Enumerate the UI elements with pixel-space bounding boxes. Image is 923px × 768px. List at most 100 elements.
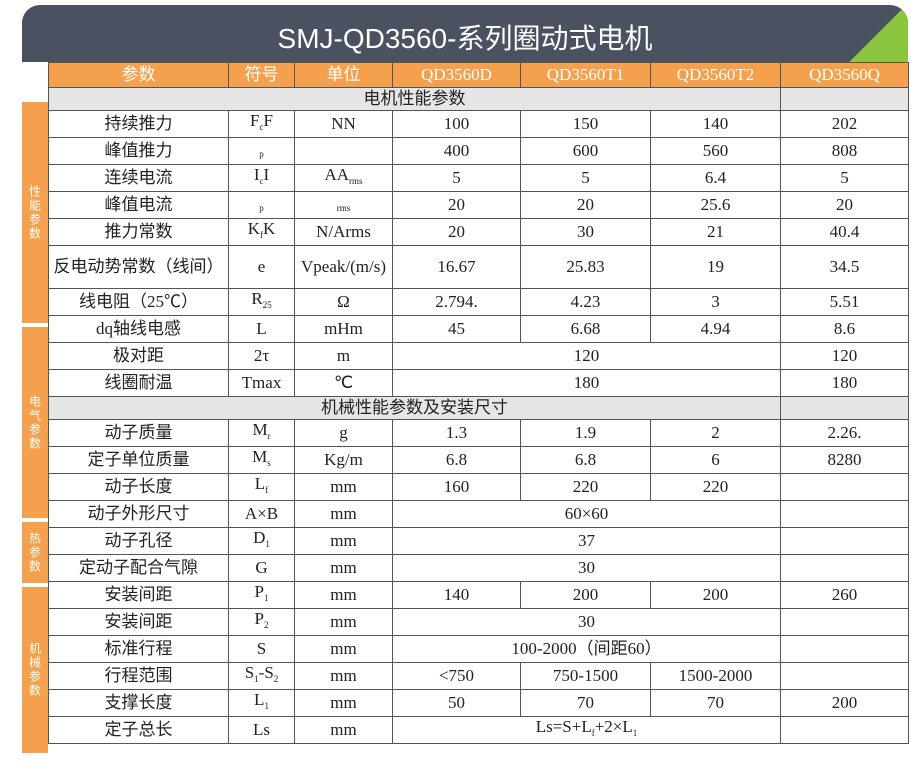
data-row: 动子外形尺寸 A×B mm 60×60 — [48, 500, 909, 528]
value: 20 — [780, 191, 909, 219]
value: 140 — [392, 581, 521, 609]
unit: AArms — [294, 164, 393, 192]
param-name: 标准行程 — [48, 635, 229, 663]
data-row: 定子总长 Ls mm Ls=S+Lf+2×L1 — [48, 716, 909, 744]
text-part: F — [263, 111, 273, 130]
value: 1.9 — [520, 419, 651, 447]
text-part: I — [253, 165, 260, 184]
value — [780, 635, 909, 663]
param-name: 动子质量 — [48, 419, 229, 447]
symbol: P2 — [228, 608, 295, 636]
param-name: 定子单位质量 — [48, 446, 229, 474]
data-row: 定子单位质量 Ms Kg/m 6.8 6.8 6 8280 — [48, 446, 909, 474]
text-part: L — [254, 474, 266, 493]
column-header: QD3560Q — [780, 62, 909, 88]
param-name: 动子外形尺寸 — [48, 500, 229, 528]
symbol: Mr — [228, 419, 295, 447]
param-name: 线电阻（25℃） — [48, 288, 229, 316]
param-name: 连续电流 — [48, 164, 229, 192]
symbol: 2τ — [228, 342, 295, 370]
unit: g — [294, 419, 393, 447]
side-label: 热参数 — [22, 522, 48, 583]
value: 70 — [520, 689, 651, 717]
symbol: KfK — [228, 218, 295, 246]
unit: mm — [294, 473, 393, 501]
text-part: P — [254, 609, 264, 628]
title: SMJ-QD3560-系列圈动式电机 — [277, 23, 653, 54]
param-name: 持续推力 — [48, 110, 229, 138]
value: 750-1500 — [520, 662, 651, 690]
unit: N/Arms — [294, 218, 393, 246]
text-part: K — [263, 219, 276, 238]
value: 8.6 — [780, 315, 909, 343]
value — [780, 662, 909, 690]
value: 600 — [520, 137, 651, 165]
symbol: Lf — [228, 473, 295, 501]
param-name: 安装间距 — [48, 608, 229, 636]
symbol: Tmax — [228, 369, 295, 397]
text-part: P — [254, 582, 264, 601]
unit: Vpeak/(m/s) — [294, 245, 393, 289]
subscript: p — [259, 149, 264, 159]
data-row: 动子长度 Lf mm 160 220 220 — [48, 473, 909, 501]
value: 6 — [650, 446, 781, 474]
value: 100-2000（间距60） — [392, 635, 781, 663]
value: 120 — [780, 342, 909, 370]
text-part: -S — [258, 663, 274, 682]
value — [780, 500, 909, 528]
symbol: L — [228, 315, 295, 343]
value: 2.794. — [392, 288, 521, 316]
data-row: 反电动势常数（线间） e Vpeak/(m/s) 16.67 25.83 19 34.5 — [48, 245, 909, 289]
data-row: 推力常数 KfK N/Arms 20 30 21 40.4 — [48, 218, 909, 246]
value: 200 — [520, 581, 651, 609]
symbol: P1 — [228, 581, 295, 609]
value: 16.67 — [392, 245, 521, 289]
unit: mHm — [294, 315, 393, 343]
section-row: 机械性能参数及安装尺寸 — [48, 396, 909, 420]
data-row: 行程范围 S1-S2 mm <750 750-1500 1500-2000 — [48, 662, 909, 690]
value: 6.68 — [520, 315, 651, 343]
value: 40.4 — [780, 218, 909, 246]
value: 5.51 — [780, 288, 909, 316]
param-name: 支撑长度 — [48, 689, 229, 717]
value: 45 — [392, 315, 521, 343]
unit: ℃ — [294, 369, 393, 397]
symbol: G — [228, 554, 295, 582]
value: 808 — [780, 137, 909, 165]
value: 200 — [780, 689, 909, 717]
unit: mm — [294, 689, 393, 717]
subscript: s — [267, 458, 271, 468]
value: 150 — [520, 110, 651, 138]
side-label: 电气参数 — [22, 327, 48, 518]
value: 400 — [392, 137, 521, 165]
param-name: 峰值推力 — [48, 137, 229, 165]
unit: mm — [294, 554, 393, 582]
data-row: 持续推力 FcF NN 100 150 140 202 — [48, 110, 909, 138]
param-name: 峰值电流 — [48, 191, 229, 219]
value: 220 — [650, 473, 781, 501]
symbol: L1 — [228, 689, 295, 717]
symbol: IcI — [228, 164, 295, 192]
symbol: e — [228, 245, 295, 289]
value: 20 — [392, 218, 521, 246]
text-part: AA — [324, 165, 350, 184]
subscript: 2 — [263, 620, 269, 630]
data-row: 极对距 2τ m 120 120 — [48, 342, 909, 370]
symbol: R25 — [228, 288, 295, 316]
subscript: r — [267, 431, 271, 441]
value: 1.3 — [392, 419, 521, 447]
text-part: Ls=S+L — [535, 717, 592, 736]
subscript: rms — [336, 203, 351, 213]
value: 6.8 — [392, 446, 521, 474]
subscript: f — [591, 728, 595, 738]
unit: mm — [294, 608, 393, 636]
column-header: 符号 — [228, 62, 295, 88]
unit: NN — [294, 110, 393, 138]
data-row: 线电阻（25℃） R25 Ω 2.794. 4.23 3 5.51 — [48, 288, 909, 316]
unit: Kg/m — [294, 446, 393, 474]
value: 30 — [392, 554, 781, 582]
value: 5 — [392, 164, 521, 192]
value: 37 — [392, 527, 781, 555]
